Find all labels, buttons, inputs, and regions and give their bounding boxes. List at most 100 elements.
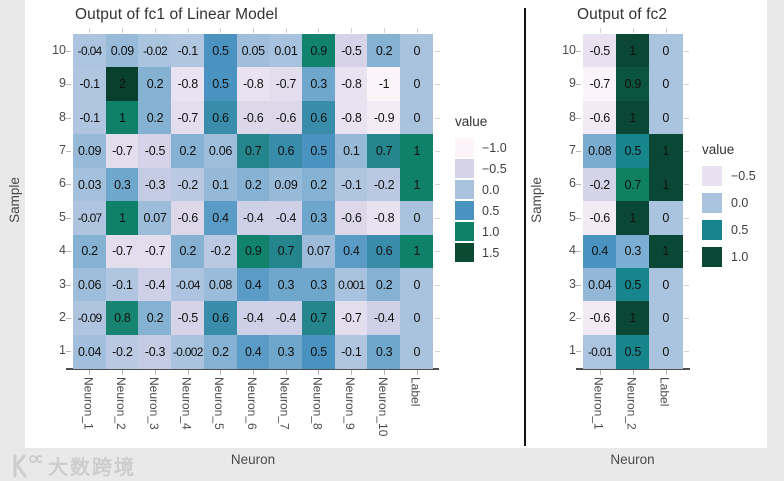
y-tick-mark	[66, 351, 71, 353]
heatmap-cell: 0.07	[302, 234, 336, 269]
y-tick-mark	[576, 184, 581, 186]
heatmap-cell: 0.8	[105, 301, 139, 336]
y-tick-mark	[576, 284, 581, 286]
x-tick-mark-top	[351, 28, 353, 33]
heatmap-cell: 0.07	[138, 201, 172, 235]
heatmap-cell: -0.1	[171, 34, 205, 68]
legend-entry-label: −0.5	[731, 169, 756, 183]
x-tick-mark	[220, 370, 222, 375]
y-tick-mark-right	[434, 318, 440, 320]
heatmap-cell: -0.1	[334, 167, 368, 202]
legend-item: 0.5	[455, 201, 507, 220]
heatmap-cell: 0.3	[367, 334, 401, 369]
y-tick-mark	[66, 318, 71, 320]
heatmap-cell: -0.002	[171, 334, 205, 369]
heatmap-cell: -0.6	[583, 201, 617, 235]
y-tick-label: 1	[569, 343, 576, 358]
y-tick-mark	[66, 217, 71, 219]
heatmap-cell: 1	[649, 134, 683, 169]
legend-title-fc2: value	[702, 142, 735, 157]
y-tick-label: 10	[52, 42, 66, 57]
x-axis-label-fc2: Neuron	[610, 452, 655, 467]
legend-swatch	[455, 222, 474, 241]
x-tick-mark-top	[318, 28, 320, 33]
heatmap-cell: 0.001	[334, 267, 368, 302]
heatmap-cell: -0.4	[236, 201, 270, 235]
heatmap-cell: -0.4	[269, 301, 303, 336]
legend-fc2: value −0.5 0.0 0.5 1.0	[702, 142, 756, 274]
heatmap-cell: -0.5	[334, 34, 368, 68]
y-tick-mark-right	[434, 251, 440, 253]
heatmap-cell: -0.7	[334, 301, 368, 336]
heatmap-cell: -1	[367, 67, 401, 102]
y-tick-mark	[66, 284, 71, 286]
y-tick-label: 4	[569, 243, 576, 258]
heatmap-cell: -0.1	[105, 267, 139, 302]
y-tick-label: 9	[59, 76, 66, 91]
x-tick-mark-top	[599, 28, 601, 33]
heatmap-cell: 0	[649, 201, 683, 235]
legend-item: 1.5	[455, 243, 507, 262]
heatmap-cell: -0.6	[583, 100, 617, 135]
heatmap-cell: 0.7	[367, 134, 401, 169]
heatmap-cell: 0.03	[73, 167, 107, 202]
x-tick-mark	[351, 370, 353, 375]
heatmap-cell: -0.1	[73, 100, 107, 135]
heatmap-cell: 1	[400, 234, 434, 269]
heatmap-cell: 0.2	[236, 167, 270, 202]
heatmap-cell: -0.01	[583, 334, 617, 369]
heatmap-cell: 0.9	[616, 67, 650, 102]
heatmap-cell: 1	[616, 34, 650, 68]
heatmap-cell: 1	[616, 301, 650, 336]
heatmap-cell: 0	[400, 100, 434, 135]
heatmap-cell: 0	[400, 301, 434, 336]
x-tick-label: Neuron_7	[277, 377, 292, 430]
y-tick-label: 5	[569, 209, 576, 224]
x-tick-mark-top	[122, 28, 124, 33]
y-tick-label: 2	[59, 310, 66, 325]
heatmap-cell: 0.2	[302, 167, 336, 202]
legend-swatch	[455, 138, 474, 157]
y-tick-label: 3	[59, 276, 66, 291]
legend-swatch	[455, 159, 474, 178]
y-tick-mark-right	[434, 117, 440, 119]
y-tick-mark	[576, 117, 581, 119]
heatmap-cell: -0.1	[73, 67, 107, 102]
x-tick-label: Neuron_8	[310, 377, 325, 430]
legend-swatch	[702, 247, 722, 267]
x-tick-mark-top	[252, 28, 254, 33]
x-tick-label: Neuron_1	[591, 377, 606, 430]
y-tick-mark	[66, 184, 71, 186]
heatmap-cell: 0.3	[269, 334, 303, 369]
x-tick-mark-top	[89, 28, 91, 33]
x-tick-label: Neuron_5	[212, 377, 227, 430]
heatmap-cell: 0.2	[73, 234, 107, 269]
x-axis-label-fc1: Neuron	[230, 452, 276, 467]
x-tick-mark	[285, 370, 287, 375]
heatmap-cell: 0.3	[302, 201, 336, 235]
heatmap-cell: 0.2	[138, 67, 172, 102]
x-tick-mark-top	[220, 28, 222, 33]
x-tick-mark	[252, 370, 254, 375]
heatmap-cell: 0.3	[302, 67, 336, 102]
y-tick-mark	[576, 150, 581, 152]
legend-item: 1.0	[702, 247, 756, 267]
heatmap-cell: 1	[400, 167, 434, 202]
x-tick-label: Neuron_6	[244, 377, 259, 430]
y-tick-mark-right	[684, 351, 689, 353]
heatmap-cell: 0.09	[105, 34, 139, 68]
watermark-logo	[13, 454, 42, 477]
y-tick-label: 9	[569, 76, 576, 91]
y-tick-mark-right	[684, 217, 689, 219]
heatmap-cell: 0.9	[236, 234, 270, 269]
chart-title-fc1: Output of fc1 of Linear Model	[75, 6, 278, 23]
heatmap-cell: -0.7	[583, 67, 617, 102]
heatmap-cell: 0.2	[171, 134, 205, 169]
heatmap-cell: 0.6	[203, 100, 238, 135]
legend-entry-label: 1.5	[482, 245, 500, 260]
y-tick-mark-right	[684, 184, 689, 186]
legend-entry-label: 0.0	[482, 182, 500, 197]
y-tick-mark	[576, 318, 581, 320]
y-tick-mark-right	[434, 284, 440, 286]
